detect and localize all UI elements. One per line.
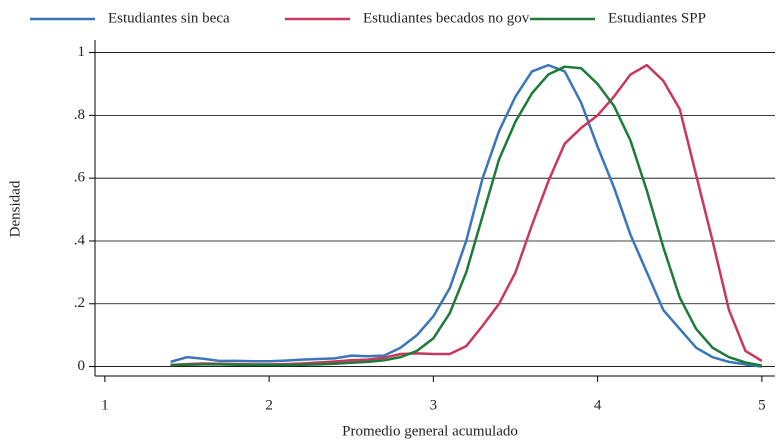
y-tick-label: 0 <box>78 358 86 374</box>
series-line <box>170 63 763 368</box>
series-line <box>170 65 763 367</box>
x-tick-label: 3 <box>430 397 438 413</box>
legend-label: Estudiantes becados no gov <box>363 10 530 26</box>
y-tick-label: .4 <box>74 232 86 248</box>
y-tick-label: 1 <box>78 44 86 60</box>
legend-label: Estudiantes SPP <box>608 10 706 26</box>
y-tick-label: .6 <box>74 170 86 186</box>
y-tick-label: .2 <box>74 295 85 311</box>
x-tick-label: 2 <box>265 397 273 413</box>
legend-label: Estudiantes sin beca <box>108 10 230 26</box>
x-tick-label: 5 <box>758 397 766 413</box>
x-tick-label: 1 <box>101 397 109 413</box>
x-tick-label: 4 <box>594 397 602 413</box>
y-axis-label: Densidad <box>7 180 23 237</box>
y-tick-label: .8 <box>74 107 85 123</box>
x-axis-label: Promedio general acumulado <box>342 423 518 439</box>
